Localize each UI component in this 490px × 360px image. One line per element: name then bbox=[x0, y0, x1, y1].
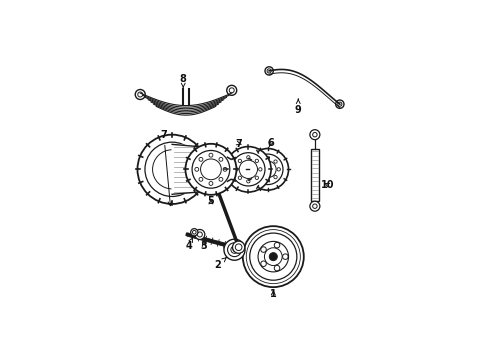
Text: 8: 8 bbox=[180, 74, 187, 87]
Circle shape bbox=[225, 147, 271, 192]
Circle shape bbox=[310, 201, 320, 211]
Text: 5: 5 bbox=[208, 196, 214, 206]
Text: 1: 1 bbox=[270, 289, 277, 299]
Circle shape bbox=[270, 253, 277, 261]
Polygon shape bbox=[172, 144, 211, 194]
Circle shape bbox=[191, 229, 198, 236]
Circle shape bbox=[310, 130, 320, 140]
Circle shape bbox=[224, 239, 245, 260]
Text: 3: 3 bbox=[200, 240, 207, 251]
Text: 2: 2 bbox=[215, 258, 226, 270]
Circle shape bbox=[138, 135, 207, 204]
Text: 7: 7 bbox=[235, 139, 242, 149]
Circle shape bbox=[233, 241, 245, 253]
Text: 7: 7 bbox=[160, 130, 172, 206]
Circle shape bbox=[243, 226, 304, 287]
Text: 6: 6 bbox=[267, 138, 274, 148]
Text: 9: 9 bbox=[295, 99, 302, 115]
Circle shape bbox=[195, 229, 205, 239]
Circle shape bbox=[185, 144, 237, 195]
Text: 10: 10 bbox=[320, 180, 334, 190]
Text: 4: 4 bbox=[185, 238, 193, 251]
Bar bbox=[311, 149, 319, 201]
Circle shape bbox=[247, 149, 289, 190]
Circle shape bbox=[233, 248, 236, 251]
